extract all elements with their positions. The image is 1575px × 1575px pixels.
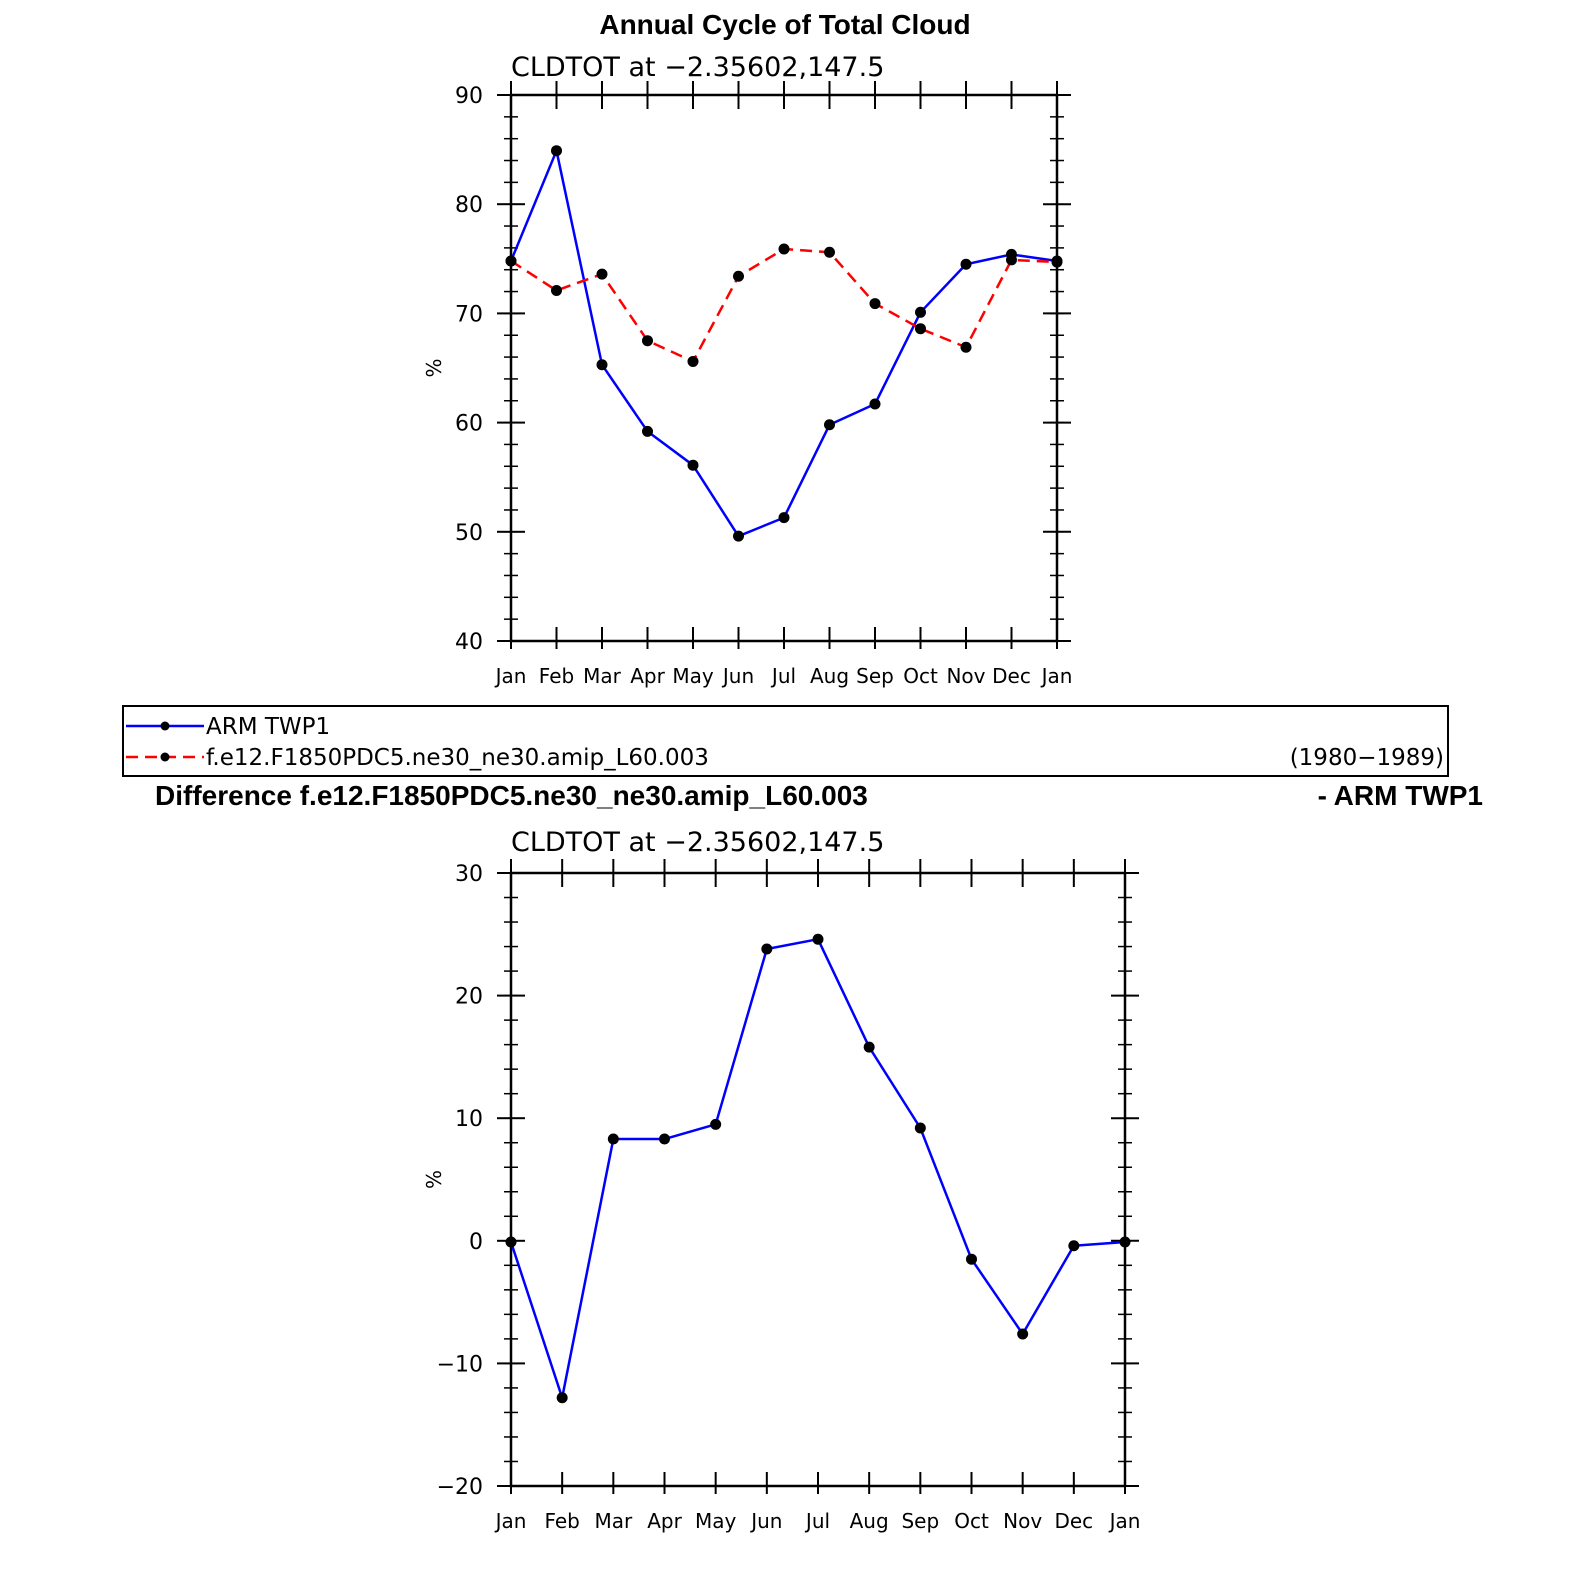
top-xtick-label: Mar <box>583 664 622 688</box>
bottom-series-0-point <box>1119 1236 1131 1248</box>
top-series-0-point <box>960 258 972 270</box>
bottom-ytick-label: 20 <box>455 985 483 1010</box>
top-ylabel: % <box>422 358 446 377</box>
legend-marker-arm <box>160 721 170 731</box>
top-plot-area: 40 50 60 70 80 90 Jan Feb Mar Apr May Jun Jul Aug Sep O… <box>422 81 1072 688</box>
top-chart-title: Annual Cycle of Total Cloud <box>599 9 970 40</box>
top-series-1-point <box>960 341 972 353</box>
top-xtick-label: Sep <box>856 664 894 688</box>
bottom-series-0-point <box>1068 1240 1080 1252</box>
bottom-xtick-label: Jul <box>804 1509 830 1533</box>
bottom-ytick-label: 0 <box>469 1230 483 1255</box>
top-series-0-point <box>596 359 608 371</box>
top-xtick-label: Feb <box>539 664 574 688</box>
legend-label-arm: ARM TWP1 <box>206 714 330 740</box>
top-series-0-point <box>824 419 835 431</box>
top-xtick-label: Jun <box>721 664 754 688</box>
top-series-1-point <box>869 298 881 310</box>
top-series-1-point <box>1006 254 1017 266</box>
top-frame <box>509 93 1059 643</box>
bottom-chart-subtitle: CLDTOT at −2.35602,147.5 <box>511 827 884 858</box>
bottom-series-0-point <box>761 943 773 955</box>
top-series-0-point <box>778 512 790 524</box>
bottom-series-0-point <box>1017 1328 1029 1340</box>
legend-box <box>122 705 1449 777</box>
top-xtick-label: Dec <box>992 664 1031 688</box>
top-series-0-point <box>642 425 653 437</box>
bottom-xtick-label: Aug <box>850 1509 889 1533</box>
bottom-series-0-point <box>556 1392 568 1404</box>
bottom-series-0-point <box>914 1122 926 1134</box>
bottom-xtick-label: Dec <box>1054 1509 1093 1533</box>
top-series-1-point <box>915 323 926 335</box>
top-series-0-point <box>915 306 926 318</box>
top-series-1-point <box>824 246 835 258</box>
bottom-plot-area: −20 −10 0 10 20 30 Jan Feb Mar Apr May Jun Jul Aug Sep… <box>422 859 1140 1533</box>
bottom-series-0-point <box>812 933 824 945</box>
bottom-ytick-label: −20 <box>437 1475 483 1500</box>
top-series-1-point <box>596 268 608 280</box>
top-xtick-label: Apr <box>630 664 665 688</box>
top-series-1-point <box>1051 256 1063 268</box>
top-series-0-point <box>551 145 562 157</box>
legend-label-model: f.e12.F1850PDC5.ne30_ne30.amip_L60.003 <box>206 745 709 771</box>
legend: ARM TWP1 f.e12.F1850PDC5.ne30_ne30.amip_… <box>122 705 1449 777</box>
legend-years: (1980−1989) <box>1290 745 1444 771</box>
top-series-0-point <box>869 398 881 410</box>
bottom-series-0-point <box>966 1253 977 1265</box>
top-series-1-point <box>687 355 699 367</box>
bottom-xtick-label: Jun <box>749 1509 782 1533</box>
bottom-chart-title-right: - ARM TWP1 <box>1318 780 1483 811</box>
bottom-ytick-label: −10 <box>437 1352 483 1377</box>
top-series-0-point <box>733 530 744 542</box>
bottom-xtick-label: Nov <box>1003 1509 1042 1533</box>
top-ytick-label: 90 <box>455 84 483 109</box>
top-series-0-point <box>687 459 699 471</box>
legend-marker-model <box>160 752 170 762</box>
top-xtick-label: Nov <box>946 664 985 688</box>
bottom-ytick-label: 10 <box>455 1107 483 1132</box>
top-ytick-label: 50 <box>455 521 483 546</box>
top-xtick-label: Jul <box>770 664 796 688</box>
top-series-0-line <box>509 149 1058 538</box>
top-ytick-label: 40 <box>455 630 483 655</box>
top-series-1-point <box>642 335 653 347</box>
bottom-series-0-point <box>505 1236 517 1248</box>
top-ytick-label: 80 <box>455 193 483 218</box>
top-xtick-label: Jan <box>494 664 527 688</box>
bottom-series-0-point <box>659 1133 670 1145</box>
bottom-xtick-label: Mar <box>594 1509 633 1533</box>
bottom-chart-title: Difference f.e12.F1850PDC5.ne30_ne30.ami… <box>155 780 868 811</box>
bottom-xtick-label: Sep <box>901 1509 939 1533</box>
top-xtick-label: Aug <box>810 664 849 688</box>
top-series-1-line <box>510 247 1058 363</box>
bottom-series-0-point <box>607 1133 619 1145</box>
top-chart-subtitle: CLDTOT at −2.35602,147.5 <box>511 52 884 83</box>
bottom-ytick-label: 30 <box>455 862 483 887</box>
bottom-series-0-line <box>509 937 1126 1399</box>
bottom-xtick-label: Oct <box>954 1509 989 1533</box>
bottom-ylabel: % <box>422 1170 446 1189</box>
top-ytick-label: 60 <box>455 412 483 437</box>
top-xtick-label: May <box>672 664 714 688</box>
bottom-xtick-label: Jan <box>1108 1509 1141 1533</box>
top-xtick-label: Jan <box>1040 664 1073 688</box>
bottom-series-0-point <box>710 1118 722 1130</box>
bottom-xtick-label: May <box>695 1509 737 1533</box>
bottom-series-0-point <box>863 1041 875 1053</box>
top-series-1-point <box>778 243 790 255</box>
top-series-1-point <box>551 284 562 296</box>
top-series-1-point <box>505 255 517 267</box>
bottom-xtick-label: Feb <box>544 1509 579 1533</box>
bottom-frame <box>509 871 1127 1488</box>
top-xtick-label: Oct <box>903 664 938 688</box>
bottom-xtick-label: Apr <box>647 1509 682 1533</box>
bottom-xtick-label: Jan <box>494 1509 527 1533</box>
top-series-1-point <box>733 270 744 282</box>
top-ytick-label: 70 <box>455 302 483 327</box>
